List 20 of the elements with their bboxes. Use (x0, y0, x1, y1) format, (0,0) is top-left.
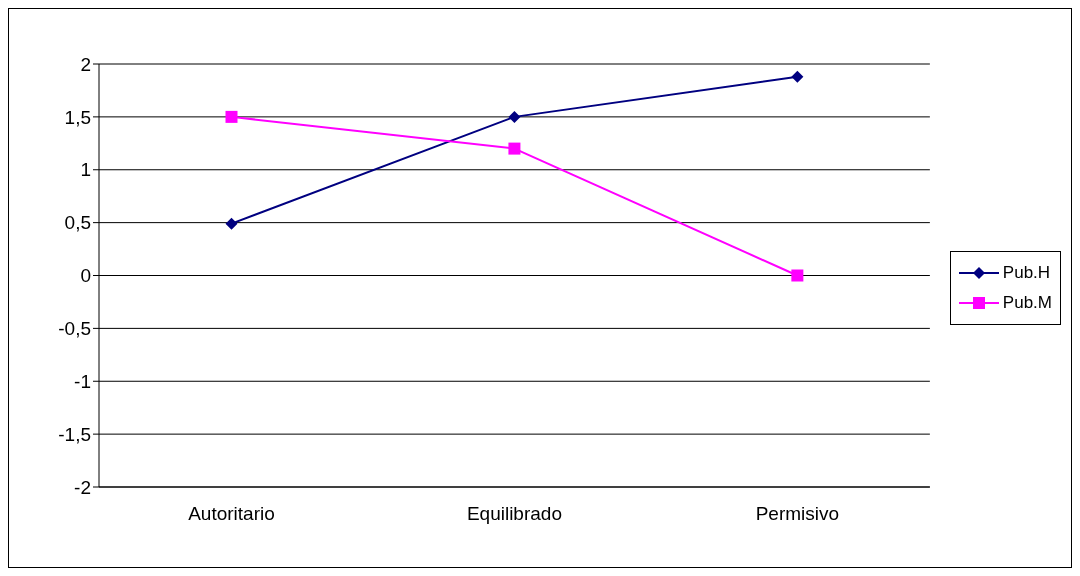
legend-label: Pub.H (1002, 263, 1051, 283)
legend-label: Pub.M (1002, 293, 1052, 313)
y-tick-label: 1,5 (64, 106, 91, 128)
y-tick-label: 0 (80, 265, 91, 287)
point (791, 70, 804, 83)
point (225, 217, 238, 230)
point (791, 269, 804, 282)
y-tick-label: -0,5 (58, 318, 91, 340)
point (225, 110, 238, 123)
y-tick-label: 1 (80, 159, 91, 181)
x-tick-label: Equilibrado (466, 503, 562, 525)
y-tick-label: 0,5 (64, 212, 91, 234)
y-tick-label: -2 (74, 476, 91, 498)
x-tick-label: Autoritario (188, 503, 275, 525)
y-tick-label: -1 (74, 370, 91, 392)
x-tick-label: Permisivo (755, 503, 840, 525)
point (508, 142, 521, 155)
point (508, 110, 521, 123)
y-tick-label: -1,5 (58, 423, 91, 445)
y-tick-label: 2 (80, 53, 91, 75)
